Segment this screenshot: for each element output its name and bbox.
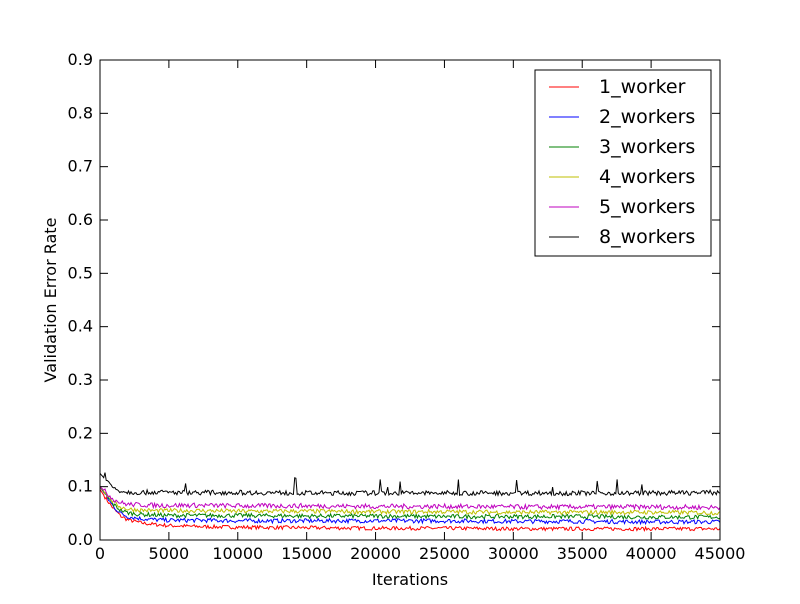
legend-box xyxy=(534,69,712,257)
y-tick-label: 0.9 xyxy=(68,50,93,69)
x-tick-label: 5000 xyxy=(149,544,190,563)
legend-label: 8_workers xyxy=(599,226,695,248)
series-layer xyxy=(99,472,721,532)
x-tick-label: 45000 xyxy=(695,544,746,563)
x-tick-label: 10000 xyxy=(212,544,263,563)
plot-frame xyxy=(99,59,721,541)
legend-label: 1_worker xyxy=(599,76,686,98)
x-tick-label: 35000 xyxy=(557,544,608,563)
y-tick-label: 0.0 xyxy=(68,530,93,549)
y-tick-label: 0.5 xyxy=(68,263,93,282)
x-tick-label: 25000 xyxy=(419,544,470,563)
x-tick-label: 15000 xyxy=(281,544,332,563)
y-axis-label: Validation Error Rate xyxy=(41,218,60,383)
legend-label: 5_workers xyxy=(599,196,695,218)
legend: 1_worker 2_workers 3_workers 4_workers 5_wor… xyxy=(534,69,712,257)
y-tick-label: 0.1 xyxy=(68,477,93,496)
x-tick-label: 40000 xyxy=(626,544,677,563)
y-tick-label: 0.2 xyxy=(68,423,93,442)
series-line-3_workers xyxy=(99,486,721,521)
x-tick-label: 20000 xyxy=(350,544,401,563)
x-axis-label: Iterations xyxy=(372,570,448,589)
y-tick-label: 0.4 xyxy=(68,317,93,336)
series-line-4_workers xyxy=(99,486,721,516)
x-tick-label: 0 xyxy=(95,544,105,563)
legend-label: 3_workers xyxy=(599,136,695,158)
series-line-8_workers xyxy=(99,472,721,497)
y-tick-label: 0.7 xyxy=(68,157,93,176)
legend-label: 2_workers xyxy=(599,106,695,128)
ticks-layer: 0 5000 10000 15000 20000 25000 30000 35000 40000… xyxy=(68,50,746,563)
legend-label: 4_workers xyxy=(599,166,695,188)
y-tick-label: 0.6 xyxy=(68,210,93,229)
series-line-1_worker xyxy=(99,489,721,532)
series-line-2_workers xyxy=(99,486,721,526)
x-tick-label: 30000 xyxy=(488,544,539,563)
y-tick-label: 0.3 xyxy=(68,370,93,389)
series-line-5_workers xyxy=(99,486,721,512)
y-tick-label: 0.8 xyxy=(68,103,93,122)
